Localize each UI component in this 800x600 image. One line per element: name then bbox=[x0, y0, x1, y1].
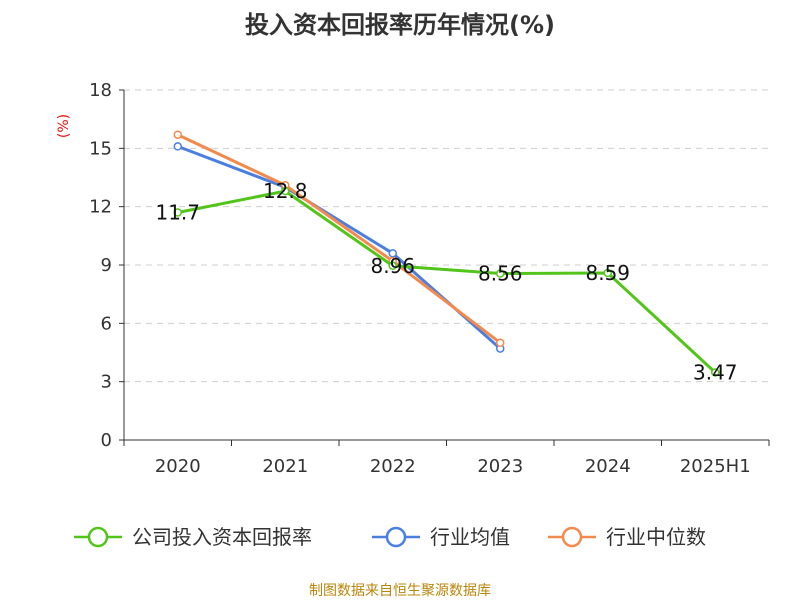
data-label: 8.56 bbox=[478, 262, 523, 286]
data-point bbox=[496, 269, 505, 278]
data-point bbox=[173, 130, 182, 139]
series-line bbox=[177, 189, 717, 374]
legend-marker bbox=[385, 526, 407, 548]
legend-label: 行业均值 bbox=[430, 525, 510, 549]
source-note: 制图数据来自恒生聚源数据库 bbox=[309, 583, 491, 599]
data-point bbox=[173, 142, 182, 151]
y-tick-label: 12 bbox=[89, 197, 112, 218]
legend-marker bbox=[87, 526, 109, 548]
y-tick-label: 0 bbox=[101, 430, 112, 451]
x-tick-label: 2023 bbox=[477, 456, 523, 477]
x-tick-label: 2025H1 bbox=[680, 456, 751, 477]
legend-label: 公司投入资本回报率 bbox=[132, 525, 312, 549]
data-point bbox=[173, 208, 182, 217]
data-point bbox=[496, 338, 505, 348]
data-point bbox=[711, 368, 720, 377]
y-tick-label: 6 bbox=[101, 313, 112, 334]
x-tick-label: 2020 bbox=[155, 456, 201, 477]
data-label: 8.96 bbox=[370, 254, 415, 278]
series-line bbox=[177, 133, 502, 344]
y-tick-label: 3 bbox=[101, 372, 112, 393]
y-tick-label: 9 bbox=[101, 255, 112, 276]
data-point bbox=[281, 186, 290, 196]
x-tick-label: 2024 bbox=[585, 456, 631, 477]
chart-title: 投入资本回报率历年情况(%) bbox=[245, 11, 555, 39]
y-axis-label: (%) bbox=[56, 114, 72, 138]
plot-area: 0 3 6 9 12 15 18 2020 2021 2022 2023 2024 2025H1 11.7… bbox=[89, 80, 770, 477]
legend: 公司投入资本回报率 行业均值 行业中位数 bbox=[74, 525, 706, 549]
data-label: 3.47 bbox=[693, 361, 738, 385]
y-tick-label: 18 bbox=[89, 80, 112, 101]
legend-label: 行业中位数 bbox=[606, 525, 706, 549]
y-tick-label: 15 bbox=[89, 138, 112, 159]
data-label: 12.8 bbox=[263, 179, 308, 203]
x-tick-label: 2021 bbox=[262, 456, 308, 477]
legend-marker bbox=[561, 526, 583, 548]
series-line bbox=[177, 144, 502, 350]
data-label: 11.7 bbox=[155, 201, 200, 225]
data-label: 8.59 bbox=[585, 261, 630, 285]
data-point bbox=[388, 261, 397, 271]
data-point bbox=[388, 249, 397, 258]
x-tick-label: 2022 bbox=[370, 456, 416, 477]
data-point bbox=[603, 268, 612, 278]
